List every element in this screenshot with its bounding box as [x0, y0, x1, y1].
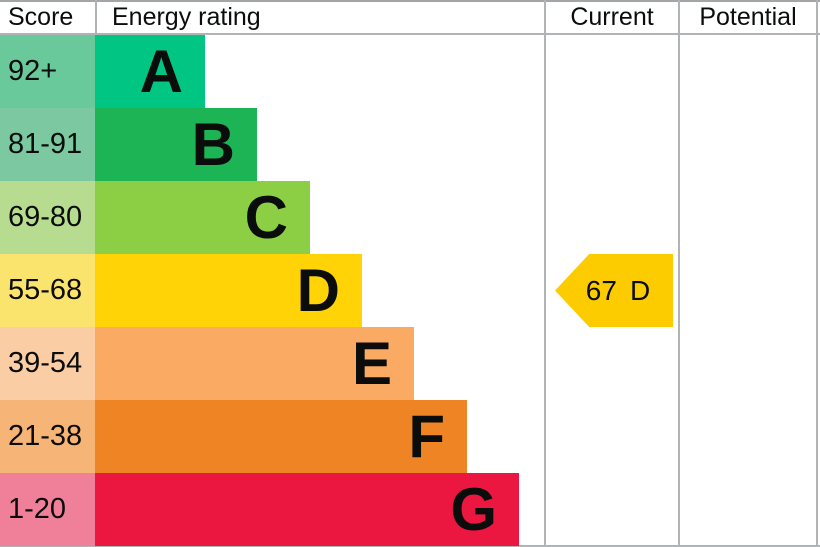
- band-score-range: 69-80: [0, 181, 95, 254]
- current-column-divider: [544, 0, 546, 547]
- band-letter: A: [139, 37, 183, 105]
- band-bar-d: D: [95, 254, 362, 327]
- band-row-b: 81-91 B: [0, 108, 546, 181]
- band-score-range: 21-38: [0, 400, 95, 473]
- band-letter: B: [191, 110, 235, 178]
- band-score-range: 1-20: [0, 473, 95, 546]
- right-border: [816, 0, 818, 547]
- score-column-divider: [95, 0, 97, 35]
- band-bar-c: C: [95, 181, 310, 254]
- band-row-d: 55-68 D: [0, 254, 546, 327]
- band-letter: D: [296, 256, 340, 324]
- band-score-range: 81-91: [0, 108, 95, 181]
- band-row-g: 1-20 G: [0, 473, 546, 546]
- band-bar-a: A: [95, 35, 205, 108]
- header-underline: [0, 33, 820, 35]
- current-rating-band: D: [629, 274, 651, 306]
- band-score-range: 39-54: [0, 327, 95, 400]
- band-row-e: 39-54 E: [0, 327, 546, 400]
- band-row-c: 69-80 C: [0, 181, 546, 254]
- column-header-score: Score: [8, 3, 74, 31]
- current-rating-score: 67: [585, 274, 617, 306]
- band-letter: F: [408, 402, 445, 470]
- potential-column-divider: [678, 0, 680, 547]
- band-bar-f: F: [95, 400, 467, 473]
- top-border: [0, 0, 820, 2]
- column-header-energy-rating: Energy rating: [112, 3, 261, 31]
- band-bar-b: B: [95, 108, 257, 181]
- current-rating-arrow: 67 D: [555, 254, 673, 327]
- column-header-current: Current: [570, 3, 654, 31]
- band-row-f: 21-38 F: [0, 400, 546, 473]
- band-letter: C: [244, 183, 288, 251]
- band-letter: E: [351, 329, 392, 397]
- band-bar-g: G: [95, 473, 519, 546]
- band-rows: 92+ A 81-91 B 69-80 C 55-68 D 39-54 E 21-38 F 1-20 G: [0, 35, 546, 546]
- band-score-range: 55-68: [0, 254, 95, 327]
- column-header-potential: Potential: [699, 3, 797, 31]
- band-row-a: 92+ A: [0, 35, 546, 108]
- band-score-range: 92+: [0, 35, 95, 108]
- bottom-border: [0, 545, 820, 547]
- band-letter: G: [450, 475, 497, 543]
- band-bar-e: E: [95, 327, 414, 400]
